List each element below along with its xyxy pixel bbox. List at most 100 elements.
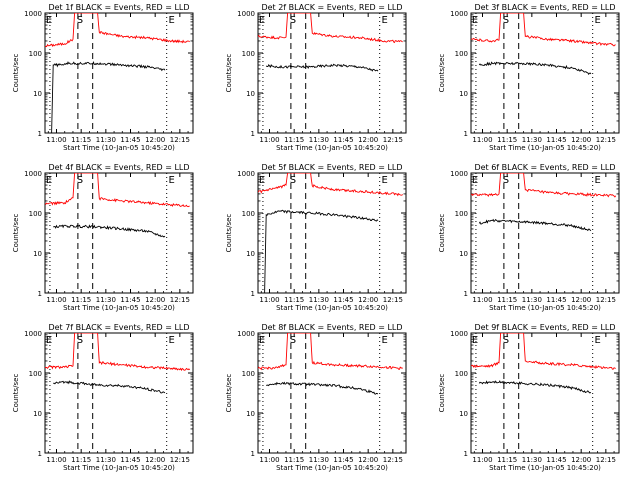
x-tick-label: 11:45 (333, 136, 353, 144)
series-line-events (264, 209, 379, 293)
y-axis-label: Counts/sec (225, 214, 233, 253)
x-tick-label: 11:30 (309, 296, 329, 304)
y-tick-label: 100 (242, 370, 255, 378)
x-tick-label: 11:30 (522, 296, 542, 304)
x-tick-label: 11:45 (546, 296, 566, 304)
plot-frame (470, 12, 620, 134)
series-line-events (265, 381, 379, 395)
x-tick-label: 11:30 (522, 136, 542, 144)
marker-eclipse-start: E (46, 15, 52, 26)
x-tick-label: 11:15 (71, 456, 91, 464)
x-tick-label: 12:15 (383, 136, 403, 144)
x-tick-label: 11:15 (71, 296, 91, 304)
marker-eclipse-end: E (169, 335, 175, 346)
x-tick-label: 12:15 (596, 456, 616, 464)
series-line-events (51, 60, 166, 133)
y-axis-label: Counts/sec (12, 54, 20, 93)
plot-frame (257, 12, 407, 134)
x-tick-label: 12:00 (571, 456, 591, 464)
marker-eclipse-start: E (259, 175, 265, 186)
x-tick-label: 11:00 (46, 456, 66, 464)
x-tick-label: 12:15 (383, 456, 403, 464)
x-tick-label: 11:15 (497, 456, 517, 464)
x-tick-label: 11:45 (120, 456, 140, 464)
y-tick-label: 1 (251, 130, 255, 138)
plot-frame (44, 332, 194, 454)
y-tick-label: 100 (455, 50, 468, 58)
y-axis-label: Counts/sec (225, 54, 233, 93)
x-tick-label: 11:00 (472, 456, 492, 464)
x-tick-label: 12:00 (571, 296, 591, 304)
x-axis-label: Start Time (10-Jan-05 10:45:20) (489, 464, 601, 472)
plot-frame (44, 172, 194, 294)
y-tick-label: 100 (455, 370, 468, 378)
panel-det-1: Det 1f BLACK = Events, RED = LLD 1 10 100 10… (12, 3, 194, 152)
marker-saa: S (290, 335, 296, 346)
panel-title: Det 2f BLACK = Events, RED = LLD (261, 3, 402, 12)
x-tick-label: 11:30 (309, 456, 329, 464)
marker-eclipse-start: E (259, 15, 265, 26)
marker-saa: S (503, 15, 509, 26)
y-tick-label: 1 (464, 130, 468, 138)
series-line-events (478, 218, 592, 232)
x-axis-label: Start Time (10-Jan-05 10:45:20) (63, 464, 175, 472)
y-tick-label: 100 (29, 50, 42, 58)
x-tick-label: 11:15 (497, 296, 517, 304)
x-tick-label: 12:00 (358, 136, 378, 144)
y-tick-label: 1 (464, 290, 468, 298)
panel-title: Det 4f BLACK = Events, RED = LLD (48, 163, 189, 172)
y-tick-label: 100 (29, 210, 42, 218)
x-tick-label: 11:00 (46, 136, 66, 144)
x-tick-label: 11:15 (497, 136, 517, 144)
series-line-lld (45, 173, 190, 208)
x-tick-label: 11:15 (284, 456, 304, 464)
y-tick-label: 10 (459, 90, 468, 98)
x-tick-label: 11:00 (259, 296, 279, 304)
y-tick-label: 1000 (237, 330, 255, 338)
marker-saa: S (503, 335, 509, 346)
marker-saa: S (77, 175, 83, 186)
y-tick-label: 1 (38, 450, 42, 458)
y-tick-label: 1000 (24, 330, 42, 338)
marker-saa: S (503, 175, 509, 186)
plot-frame (44, 12, 194, 134)
marker-saa: S (77, 15, 83, 26)
x-tick-label: 11:45 (546, 136, 566, 144)
x-tick-label: 12:15 (170, 296, 190, 304)
x-tick-label: 12:00 (358, 456, 378, 464)
plot-frame (470, 332, 620, 454)
y-axis-label: Counts/sec (438, 54, 446, 93)
y-axis-label: Counts/sec (12, 214, 20, 253)
y-tick-label: 1 (251, 290, 255, 298)
x-tick-label: 11:45 (120, 296, 140, 304)
panel-det-8: Det 8f BLACK = Events, RED = LLD 1 10 100 10… (225, 323, 407, 472)
marker-eclipse-end: E (595, 15, 601, 26)
y-tick-label: 1000 (237, 10, 255, 18)
x-tick-label: 11:45 (120, 136, 140, 144)
x-tick-label: 12:00 (145, 136, 165, 144)
x-tick-label: 12:15 (383, 296, 403, 304)
x-tick-label: 11:15 (284, 136, 304, 144)
panel-title: Det 8f BLACK = Events, RED = LLD (261, 323, 402, 332)
marker-eclipse-end: E (169, 175, 175, 186)
x-tick-label: 12:00 (145, 456, 165, 464)
y-tick-label: 1 (38, 130, 42, 138)
x-tick-label: 11:45 (546, 456, 566, 464)
marker-eclipse-start: E (472, 175, 478, 186)
y-tick-label: 10 (33, 250, 42, 258)
panel-det-3: Det 3f BLACK = Events, RED = LLD 1 10 100 10… (438, 3, 620, 152)
marker-eclipse-end: E (382, 15, 388, 26)
x-tick-label: 11:00 (472, 296, 492, 304)
y-tick-label: 10 (246, 410, 255, 418)
x-axis-label: Start Time (10-Jan-05 10:45:20) (276, 464, 388, 472)
x-axis-label: Start Time (10-Jan-05 10:45:20) (276, 144, 388, 152)
y-tick-label: 1000 (237, 170, 255, 178)
series-line-lld (258, 173, 403, 197)
y-tick-label: 1000 (450, 10, 468, 18)
y-tick-label: 10 (459, 250, 468, 258)
y-tick-label: 1000 (24, 10, 42, 18)
y-tick-label: 10 (246, 250, 255, 258)
x-tick-label: 11:15 (71, 136, 91, 144)
x-tick-label: 11:30 (96, 456, 116, 464)
y-tick-label: 100 (29, 370, 42, 378)
